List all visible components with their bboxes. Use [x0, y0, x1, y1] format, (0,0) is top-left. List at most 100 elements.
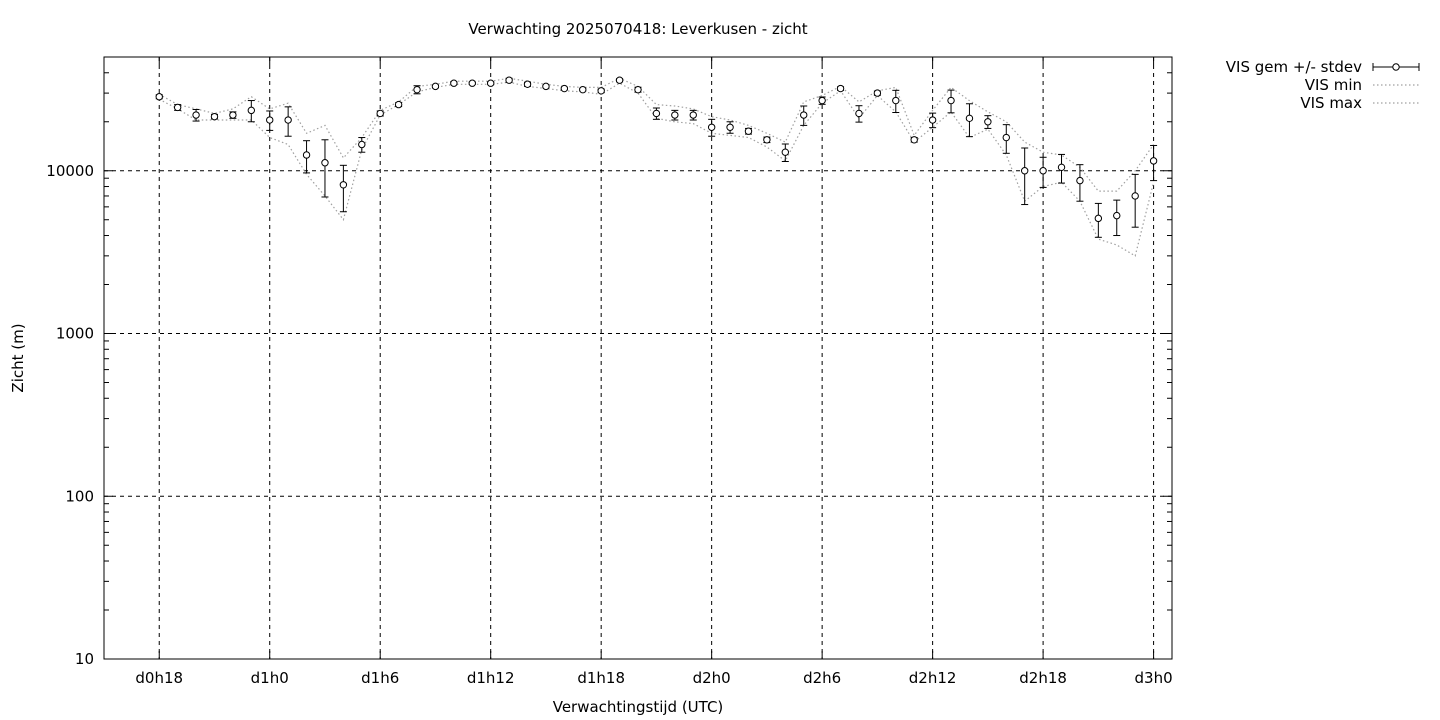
x-tick-label: d2h6	[803, 669, 841, 687]
vis-gem-point	[781, 143, 790, 162]
mean-marker	[652, 109, 661, 118]
vis-gem-point	[1094, 202, 1103, 238]
x-tick-label: d1h0	[251, 669, 289, 687]
mean-marker	[339, 181, 348, 189]
vis-gem-point	[744, 127, 753, 135]
mean-marker	[284, 116, 292, 124]
x-tick-label: d1h6	[361, 669, 399, 687]
y-tick-label: 1000	[56, 325, 94, 343]
vis-gem-point	[468, 79, 476, 87]
mean-marker	[394, 100, 403, 109]
mean-marker	[1002, 133, 1010, 142]
legend-label-0: VIS gem +/- stdev	[1226, 58, 1362, 76]
mean-marker	[358, 140, 366, 149]
mean-marker	[376, 109, 384, 118]
vis-gem-point	[431, 82, 440, 91]
vis-gem-point	[210, 112, 219, 121]
mean-marker	[523, 80, 532, 88]
x-tick-label: d1h18	[577, 669, 625, 687]
chart-title: Verwachting 2025070418: Leverkusen - zic…	[468, 20, 807, 38]
series-layer	[155, 76, 1158, 257]
mean-marker	[818, 96, 826, 105]
vis-gem-point	[266, 110, 274, 131]
vis-gem-point	[1057, 153, 1066, 184]
mean-marker	[542, 82, 550, 91]
axis-ticks: d0h18 d1h0 d1h6 d1h12 d1h18 d2h0 d2h6 d2h12 d2h1…	[46, 56, 1173, 687]
x-tick-label: d2h0	[693, 669, 731, 687]
mean-marker	[928, 116, 937, 124]
vis-gem-point	[818, 96, 826, 105]
mean-marker	[266, 116, 274, 124]
vis-gem-point	[450, 79, 458, 87]
mean-marker	[431, 82, 440, 91]
vis-gem-point	[615, 76, 624, 84]
mean-marker	[855, 109, 863, 118]
mean-marker	[984, 118, 992, 126]
vis-gem-point	[394, 100, 403, 109]
vis-gem-point	[910, 136, 918, 144]
mean-marker	[836, 84, 845, 93]
vis-gem-point	[800, 105, 808, 126]
mean-marker	[763, 136, 771, 144]
mean-marker	[597, 87, 605, 95]
legend-swatch-marker	[1392, 63, 1400, 71]
vis-gem-point	[965, 103, 974, 138]
vis-gem-point	[1131, 173, 1139, 228]
mean-marker	[873, 89, 882, 97]
x-tick-label: d1h12	[467, 669, 515, 687]
mean-marker	[210, 112, 219, 121]
vis-gem-point	[1149, 144, 1158, 182]
x-tick-label: d0h18	[135, 669, 183, 687]
mean-marker	[615, 76, 624, 84]
vis-gem-point	[689, 109, 697, 121]
vis-gem-point	[358, 137, 366, 153]
vis-gem-point	[597, 87, 605, 95]
mean-marker	[781, 148, 790, 156]
vis-gem-point	[984, 115, 992, 129]
mean-marker	[744, 127, 753, 135]
mean-marker	[965, 114, 974, 123]
vis-gem-point	[247, 100, 256, 123]
mean-marker	[800, 111, 808, 119]
grid	[104, 57, 1172, 659]
x-tick-label: d3h0	[1135, 669, 1173, 687]
legend-label-1: VIS min	[1305, 76, 1362, 94]
vis-gem-point	[173, 103, 182, 112]
vis-gem-point	[1076, 164, 1084, 202]
mean-marker	[689, 111, 697, 119]
mean-marker	[560, 84, 569, 93]
mean-marker	[450, 79, 458, 87]
mean-marker	[413, 85, 421, 94]
mean-marker	[1131, 192, 1139, 200]
mean-marker	[947, 96, 955, 105]
vis-gem-point	[1020, 147, 1029, 206]
vis-gem-point	[192, 108, 200, 122]
vis-gem-point	[413, 85, 421, 95]
vis-gem-point	[928, 112, 937, 129]
y-tick-label: 10	[75, 650, 94, 668]
x-tick-label: d2h12	[909, 669, 957, 687]
mean-marker	[1113, 211, 1121, 220]
mean-marker	[302, 151, 311, 159]
vis-gem-point	[486, 79, 495, 87]
mean-marker	[1057, 163, 1066, 172]
mean-marker	[579, 85, 587, 94]
y-tick-label: 10000	[46, 162, 94, 180]
vis-gem-point	[339, 164, 348, 213]
vis-gem-point	[523, 80, 532, 88]
mean-marker	[726, 123, 734, 131]
x-tick-label: d2h18	[1019, 669, 1067, 687]
mean-marker	[155, 93, 163, 101]
mean-marker	[1094, 214, 1103, 223]
y-axis-label: Zicht (m)	[9, 323, 27, 392]
vis-gem-point	[1039, 156, 1047, 188]
plot-frame	[103, 56, 1173, 660]
vis-gem-point	[505, 76, 513, 84]
vis-gem-point	[560, 84, 569, 93]
vis-gem-point	[763, 136, 771, 144]
vis-gem-point	[155, 93, 163, 101]
mean-marker	[707, 123, 716, 131]
vis-gem-point	[579, 85, 587, 94]
